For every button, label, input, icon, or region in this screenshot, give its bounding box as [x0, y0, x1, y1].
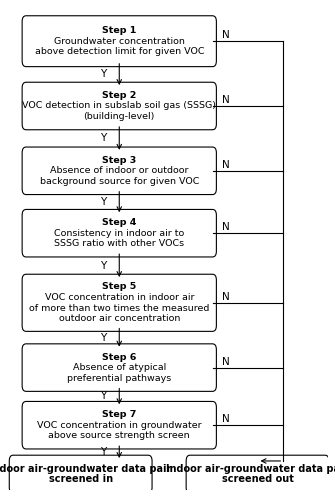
- Text: Step 1: Step 1: [102, 26, 136, 35]
- FancyBboxPatch shape: [22, 16, 216, 66]
- Text: Step 2: Step 2: [102, 91, 136, 100]
- Text: N: N: [221, 160, 229, 170]
- Text: N: N: [221, 222, 229, 232]
- Text: Y: Y: [100, 197, 106, 207]
- Text: Step 5: Step 5: [102, 282, 136, 292]
- Text: Step 4: Step 4: [102, 218, 136, 227]
- Text: Y: Y: [100, 70, 106, 80]
- Text: of more than two times the measured: of more than two times the measured: [29, 304, 209, 312]
- Text: N: N: [221, 357, 229, 367]
- Text: Consistency in indoor air to: Consistency in indoor air to: [54, 228, 184, 237]
- Text: N: N: [221, 95, 229, 105]
- Text: screened in: screened in: [49, 474, 113, 484]
- Text: Step 3: Step 3: [102, 156, 136, 164]
- Text: Y: Y: [100, 134, 106, 143]
- FancyBboxPatch shape: [22, 147, 216, 194]
- Text: VOC detection in subslab soil gas (SSSG): VOC detection in subslab soil gas (SSSG): [22, 102, 216, 110]
- FancyBboxPatch shape: [22, 210, 216, 257]
- Text: VOC concentration in groundwater: VOC concentration in groundwater: [37, 420, 202, 430]
- FancyBboxPatch shape: [22, 82, 216, 130]
- Text: Absence of indoor or outdoor: Absence of indoor or outdoor: [50, 166, 189, 175]
- Text: outdoor air concentration: outdoor air concentration: [59, 314, 180, 323]
- Text: N: N: [221, 292, 229, 302]
- Text: background source for given VOC: background source for given VOC: [40, 177, 199, 186]
- Text: preferential pathways: preferential pathways: [67, 374, 172, 382]
- FancyBboxPatch shape: [9, 455, 152, 493]
- Text: Y: Y: [100, 332, 106, 342]
- FancyBboxPatch shape: [22, 344, 216, 392]
- FancyBboxPatch shape: [186, 455, 329, 493]
- Text: Step 7: Step 7: [102, 410, 136, 419]
- Text: Y: Y: [100, 447, 106, 457]
- Text: N: N: [221, 30, 229, 40]
- Text: VOC concentration in indoor air: VOC concentration in indoor air: [45, 293, 194, 302]
- Text: above detection limit for given VOC: above detection limit for given VOC: [35, 48, 204, 56]
- Text: Absence of atypical: Absence of atypical: [73, 363, 166, 372]
- Text: Groundwater concentration: Groundwater concentration: [54, 36, 185, 46]
- Text: N: N: [221, 414, 229, 424]
- Text: Y: Y: [100, 260, 106, 270]
- Text: screened out: screened out: [222, 474, 293, 484]
- FancyBboxPatch shape: [22, 402, 216, 449]
- Text: above source strength screen: above source strength screen: [49, 432, 190, 440]
- Text: SSSG ratio with other VOCs: SSSG ratio with other VOCs: [54, 240, 184, 248]
- Text: (building-level): (building-level): [83, 112, 155, 121]
- Text: Indoor air-groundwater data pair: Indoor air-groundwater data pair: [0, 464, 172, 474]
- Text: Step 6: Step 6: [102, 352, 136, 362]
- FancyBboxPatch shape: [22, 274, 216, 332]
- Text: Y: Y: [100, 392, 106, 402]
- Text: Indoor air-groundwater data pair: Indoor air-groundwater data pair: [166, 464, 335, 474]
